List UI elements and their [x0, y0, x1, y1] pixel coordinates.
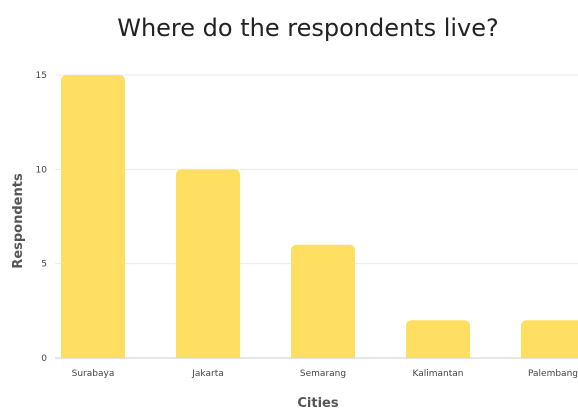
bars	[61, 75, 578, 358]
y-tick-label: 15	[36, 71, 47, 81]
x-tick-label: Kalimantan	[413, 369, 464, 379]
y-tick-label: 10	[36, 165, 48, 175]
x-tick-label: Semarang	[300, 369, 346, 379]
y-tick-labels: 0 5 10 15	[36, 71, 48, 364]
bar-jakarta	[176, 169, 240, 358]
grid-lines	[55, 74, 578, 265]
bar-surabaya	[61, 75, 125, 358]
x-tick-label: Jakarta	[191, 369, 223, 379]
y-axis-label: Respondents	[11, 173, 26, 269]
bar-kalimantan	[406, 320, 470, 358]
bar-palembang	[521, 320, 578, 358]
x-tick-label: Surabaya	[72, 369, 115, 379]
y-tick-label: 0	[41, 354, 47, 364]
x-tick-labels: Surabaya Jakarta Semarang Kalimantan Palemba…	[72, 369, 578, 379]
x-tick-label: Palembang	[528, 369, 578, 379]
x-axis-label: Cities	[297, 396, 338, 410]
chart-title: Where do the respondents live?	[117, 14, 499, 42]
bar-semarang	[291, 244, 355, 358]
y-tick-label: 5	[41, 260, 47, 270]
